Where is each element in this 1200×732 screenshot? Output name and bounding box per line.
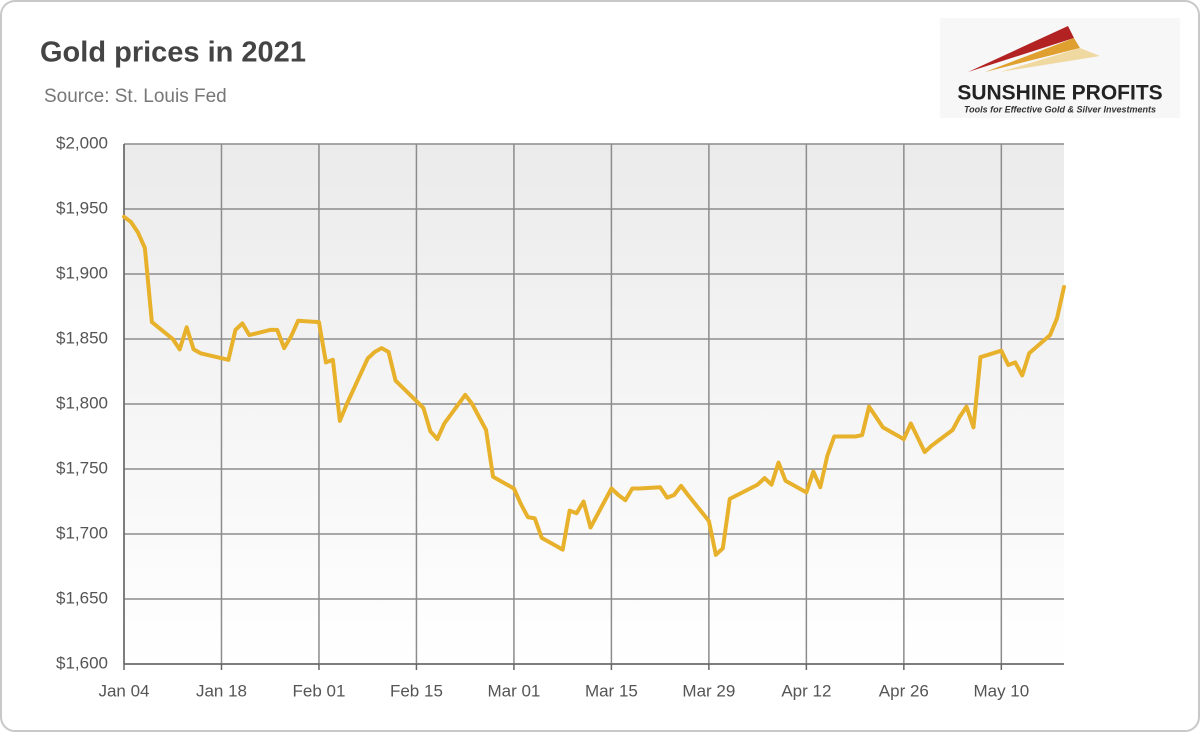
x-tick-label: Mar 01	[487, 681, 540, 700]
y-tick-label: $1,600	[56, 653, 108, 672]
x-tick-label: Feb 01	[292, 681, 345, 700]
x-tick-label: May 10	[973, 681, 1029, 700]
y-tick-label: $1,950	[56, 198, 108, 217]
x-tick-label: Mar 15	[585, 681, 638, 700]
logo-swoosh	[968, 26, 1074, 72]
y-tick-label: $1,700	[56, 523, 108, 542]
y-tick-label: $1,750	[56, 458, 108, 477]
logo-name: SUNSHINE PROFITS	[957, 82, 1162, 105]
x-tick-label: Apr 26	[879, 681, 929, 700]
chart-subtitle: Source: St. Louis Fed	[44, 86, 227, 107]
x-tick-label: Mar 29	[682, 681, 735, 700]
x-tick-label: Jan 04	[98, 681, 149, 700]
y-tick-label: $1,650	[56, 588, 108, 607]
logo-swoosh	[1000, 48, 1100, 72]
y-tick-label: $1,900	[56, 263, 108, 282]
logo: SUNSHINE PROFITS Tools for Effective Gol…	[940, 18, 1180, 118]
logo-swoosh	[985, 38, 1080, 72]
price-line	[122, 214, 1066, 557]
logo-tagline: Tools for Effective Gold & Silver Invest…	[964, 104, 1156, 114]
y-tick-label: $1,850	[56, 328, 108, 347]
x-tick-label: Apr 12	[781, 681, 831, 700]
y-tick-label: $2,000	[56, 133, 108, 152]
x-tick-label: Jan 18	[196, 681, 247, 700]
y-tick-label: $1,800	[56, 393, 108, 412]
x-tick-label: Feb 15	[390, 681, 443, 700]
chart-title: Gold prices in 2021	[40, 37, 306, 69]
